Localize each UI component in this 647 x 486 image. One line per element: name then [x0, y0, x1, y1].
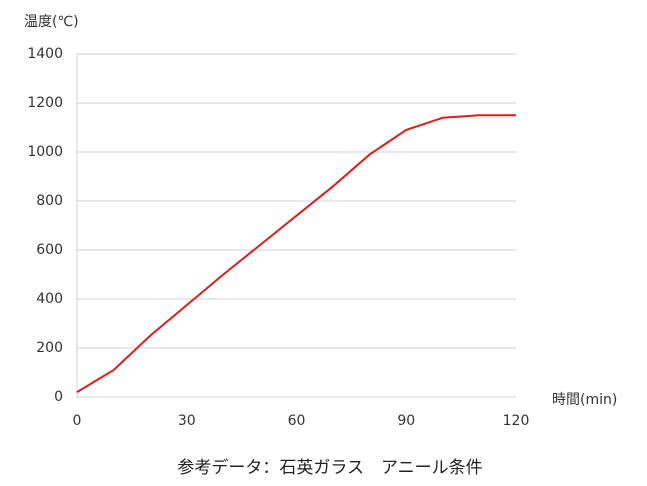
y-tick-label: 600	[36, 242, 63, 258]
y-tick-label: 200	[36, 340, 63, 356]
x-tick-label: 60	[288, 413, 306, 429]
y-tick-label: 0	[54, 389, 63, 405]
x-tick-label: 120	[503, 413, 530, 429]
y-tick-label: 1200	[27, 95, 63, 111]
x-tick-label: 90	[397, 413, 415, 429]
y-tick-label: 1400	[27, 46, 63, 62]
x-axis-label: 時間(min)	[552, 392, 617, 408]
x-tick-label: 0	[73, 413, 82, 429]
x-tick-label: 30	[178, 413, 196, 429]
y-tick-label: 400	[36, 291, 63, 307]
y-tick-label: 1000	[27, 144, 63, 160]
y-axis-label: 温度(℃)	[24, 14, 79, 30]
data-line	[76, 114, 516, 393]
y-tick-label: 800	[36, 193, 63, 209]
caption: 参考データ：石英ガラス アニール条件	[177, 457, 482, 478]
